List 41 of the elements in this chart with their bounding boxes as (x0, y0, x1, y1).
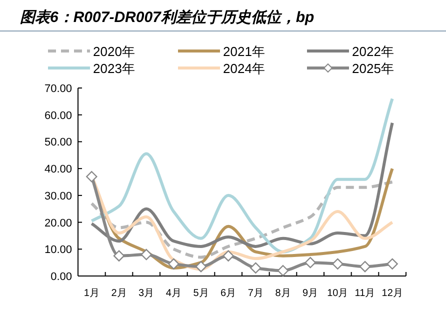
y-tick-label: 0.00 (50, 271, 72, 283)
x-tick-label: 8月 (275, 288, 291, 299)
point (113, 250, 125, 262)
x-tick-label: 12月 (382, 288, 403, 299)
y-tick-label: 40.00 (44, 164, 72, 176)
point (140, 248, 152, 260)
y-tick-label: 20.00 (44, 217, 72, 230)
y-tick-label: 30.00 (44, 190, 72, 202)
x-tick-label: 7月 (248, 288, 264, 299)
point (386, 258, 398, 270)
y-tick-label: 50.00 (44, 136, 72, 149)
x-tick-label: 10月 (327, 288, 348, 299)
point (250, 262, 262, 274)
legend-label: 2020年 (93, 44, 135, 59)
legend-label: 2024年 (223, 61, 265, 76)
chart-title: 图表6：R007-DR007利差位于历史低位，bp (20, 9, 314, 26)
legend-label: 2025年 (352, 61, 394, 76)
line-series (90, 180, 394, 259)
point (277, 265, 289, 276)
x-tick-label: 5月 (193, 288, 209, 299)
y-tick-label: 10.00 (44, 244, 72, 256)
y-tick-label: 60.00 (44, 110, 72, 122)
x-tick-label: 3月 (138, 288, 154, 299)
legend-label: 2021年 (223, 44, 265, 59)
legend-label: 2022年 (352, 44, 394, 59)
x-tick-label: 6月 (220, 288, 236, 299)
point (359, 261, 371, 272)
x-tick-label: 11月 (354, 288, 376, 299)
point (222, 250, 234, 262)
x-tick-label: 2月 (111, 288, 127, 299)
x-tick-label: 4月 (166, 288, 182, 299)
point (304, 256, 316, 268)
y-tick-label: 70.00 (44, 83, 72, 95)
point (332, 258, 344, 270)
point (195, 261, 207, 272)
x-tick-label: 1月 (84, 288, 100, 299)
line-series (90, 97, 394, 254)
legend-label: 2023年 (93, 61, 135, 76)
point (86, 171, 98, 182)
x-tick-label: 9月 (302, 288, 318, 299)
point (168, 258, 180, 270)
